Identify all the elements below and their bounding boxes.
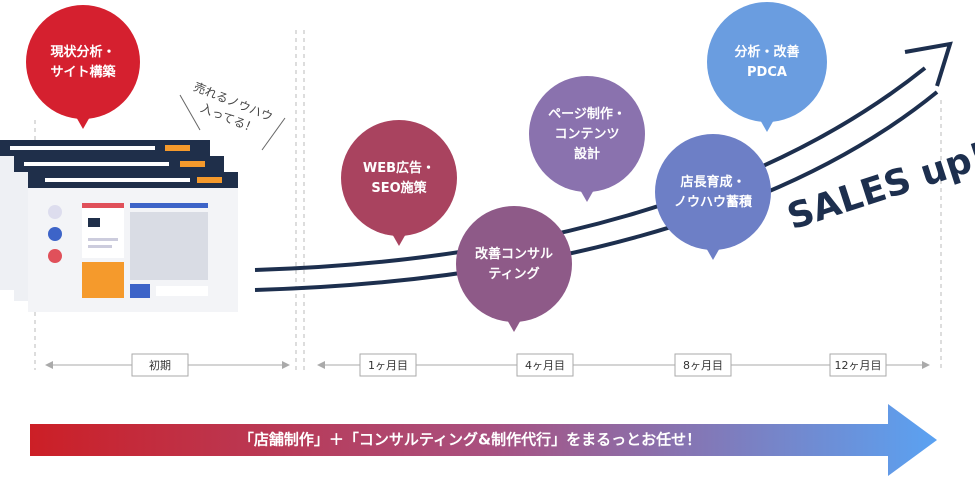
bubble-line: 設計 [574, 146, 600, 162]
bubble-line: 現状分析・ [50, 44, 115, 60]
browser-illustration [0, 140, 238, 312]
annotation-tick [261, 117, 286, 151]
banner-arrow [30, 404, 937, 476]
bubble-text: 改善コンサルティング [475, 246, 553, 282]
timeline-box [674, 353, 732, 377]
bubble-line: PDCA [747, 65, 787, 80]
bubble-circle [529, 76, 645, 192]
bubble-text: 分析・改善 PDCA [734, 44, 799, 80]
annotation-text: 売れるノウハウ 入ってる！ [185, 78, 278, 141]
bubble-line: 分析・改善 [734, 44, 799, 60]
bubble-line: ノウハウ蓄積 [674, 194, 753, 210]
bubble-circle [456, 206, 572, 322]
bubble-line: WEB広告・ [363, 160, 435, 176]
bubble-circle [26, 5, 140, 119]
timeline-labels: 初期 1ヶ月目 4ヶ月目 8ヶ月目 12ヶ月目 [131, 353, 887, 377]
bubble-text: 店長育成・ノウハウ蓄積 [674, 174, 753, 210]
bubble-line: コンテンツ [554, 127, 619, 142]
growth-curve [254, 41, 953, 292]
bubble-text: WEB広告・ SEO施策 [363, 160, 435, 196]
bubble-circle [341, 120, 457, 236]
timeline-box [829, 353, 887, 377]
bubble-line: 店長育成・ [680, 174, 745, 190]
bubble-line: ページ制作・ [548, 106, 626, 122]
annotation: 売れるノウハウ 入ってる！ [185, 78, 278, 141]
timeline-box [359, 353, 417, 377]
timeline-label: 8ヶ月目 [683, 359, 723, 372]
bubble: ページ制作・コンテンツ設計 [529, 76, 645, 202]
sales-label: SALES up! [782, 135, 975, 238]
bubble-line: 改善コンサル [475, 246, 553, 262]
bubble-text: 現状分析・サイト構築 [50, 44, 116, 80]
bubble: WEB広告・ SEO施策 [341, 120, 457, 246]
timeline-label: 12ヶ月目 [835, 359, 882, 372]
bubble-line: ティング [488, 266, 539, 282]
bubble: 分析・改善 PDCA [707, 2, 827, 132]
timeline-box [516, 353, 574, 377]
bubble: 店長育成・ノウハウ蓄積 [655, 134, 771, 260]
bubble-line: SEO施策 [371, 180, 427, 196]
timeline-label: 初期 [149, 358, 171, 372]
timeline-label: 1ヶ月目 [368, 359, 408, 372]
bubble-line: サイト構築 [50, 64, 116, 80]
annotation-tick [179, 94, 201, 131]
bubble: 現状分析・サイト構築 [26, 5, 140, 129]
timeline-box [131, 353, 189, 377]
timeline-label: 4ヶ月目 [525, 359, 565, 372]
bubble: 改善コンサルティング [456, 206, 572, 332]
bubble-circle [655, 134, 771, 250]
bubble-circle [707, 2, 827, 122]
banner-text: 「店舗制作」＋「コンサルティング&制作代行」をまるっとお任せ！ [239, 431, 701, 449]
bubble-text: ページ制作・コンテンツ設計 [548, 106, 626, 162]
